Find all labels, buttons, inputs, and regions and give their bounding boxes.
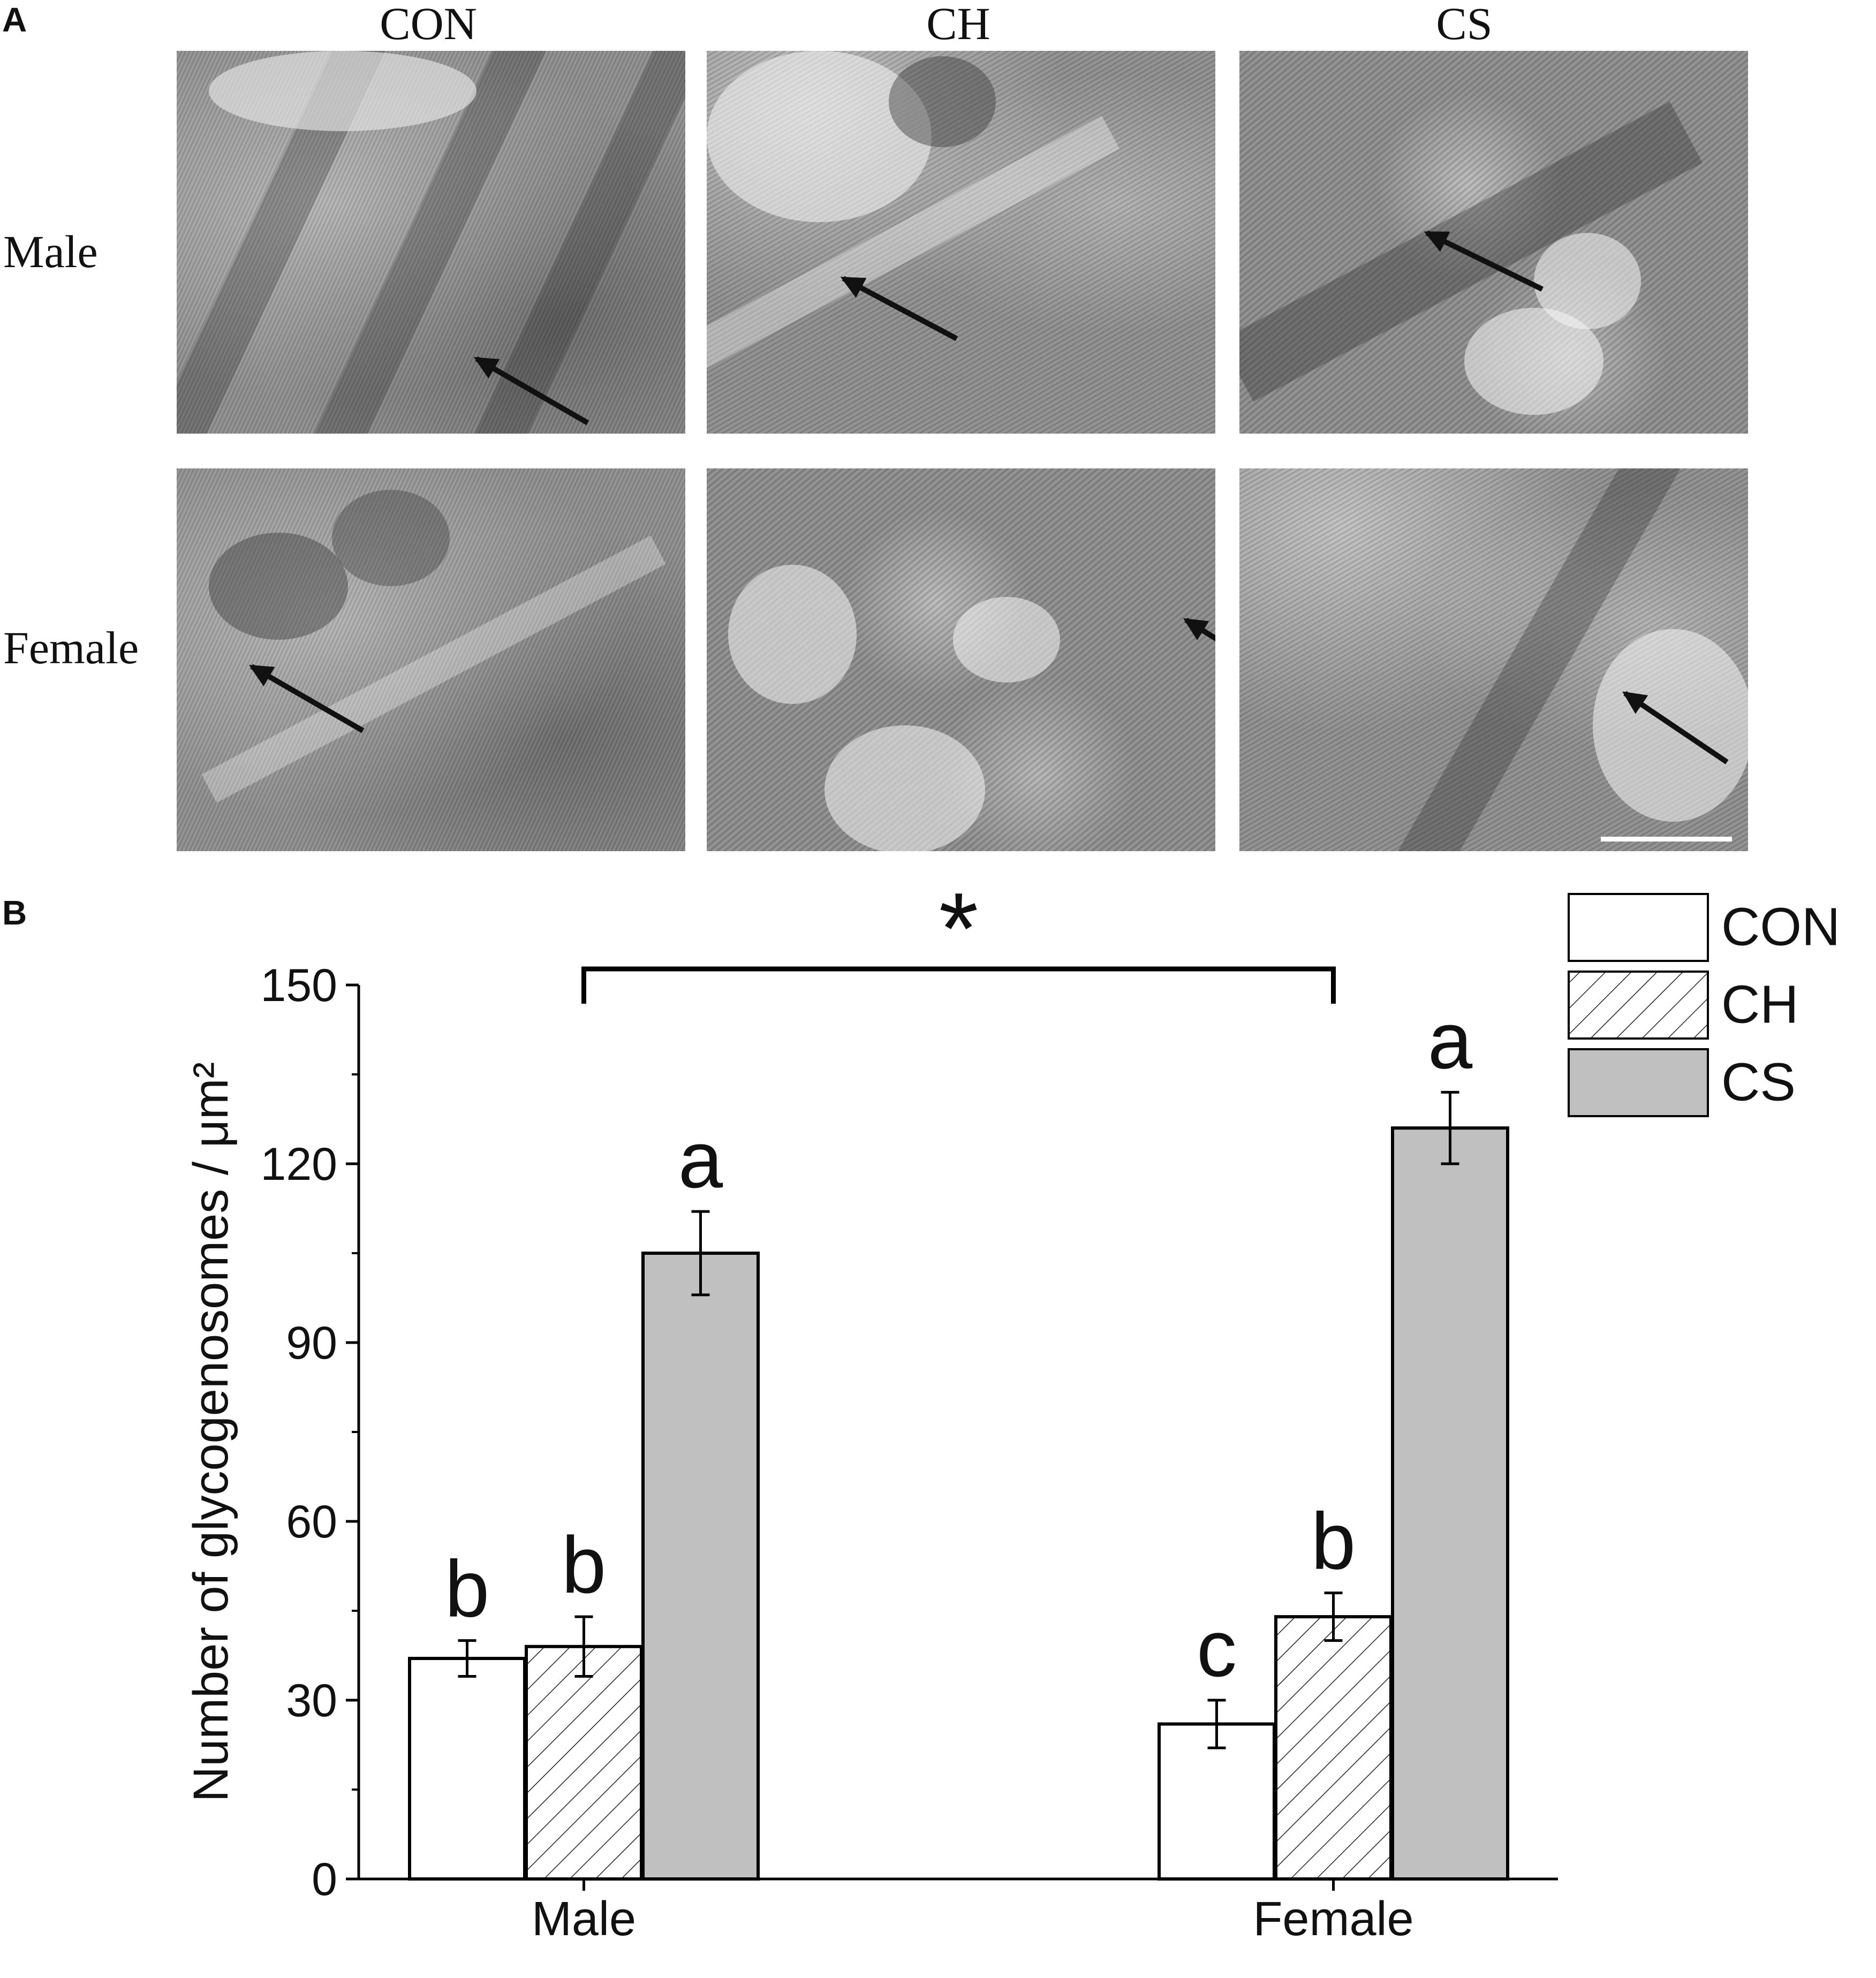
significance-letter: a bbox=[1428, 995, 1473, 1085]
significance-letter: c bbox=[1197, 1603, 1237, 1693]
x-tick-label: Male bbox=[532, 1892, 636, 1946]
legend-label-con: CON bbox=[1721, 897, 1840, 957]
y-tick-label: 60 bbox=[286, 1496, 337, 1548]
scale-bar bbox=[1601, 837, 1732, 842]
panel-a-letter: A bbox=[2, 1, 27, 39]
micrograph-male-cs bbox=[1239, 51, 1748, 434]
row-label-male: Male bbox=[3, 226, 98, 277]
arrow-icon bbox=[842, 276, 958, 342]
legend-swatch-cs bbox=[1568, 1048, 1709, 1117]
column-label-con: CON bbox=[380, 0, 477, 49]
significance-asterisk: * bbox=[939, 878, 979, 986]
bar-female-ch bbox=[1274, 1615, 1393, 1881]
bar-female-con bbox=[1158, 1722, 1276, 1881]
legend-swatch-ch bbox=[1568, 971, 1709, 1040]
x-tick-label: Female bbox=[1253, 1892, 1413, 1946]
y-tick-label: 150 bbox=[261, 960, 338, 1011]
significance-letter: a bbox=[678, 1115, 723, 1204]
legend-label-ch: CH bbox=[1721, 975, 1798, 1035]
arrow-icon bbox=[1184, 617, 1215, 662]
significance-bracket bbox=[581, 966, 1336, 1004]
bar-chart: 0 30 60 90 120 150 Number of glycogenosomes / … bbox=[184, 878, 1840, 1946]
y-tick-label: 90 bbox=[286, 1317, 337, 1369]
bar-male-cs bbox=[641, 1252, 760, 1881]
column-label-cs: CS bbox=[1436, 0, 1493, 49]
micrograph-female-cs bbox=[1239, 468, 1748, 851]
column-label-ch: CH bbox=[926, 0, 990, 49]
legend-swatch-con bbox=[1568, 893, 1709, 962]
row-label-female: Female bbox=[3, 622, 139, 673]
y-tick-label: 30 bbox=[286, 1675, 337, 1726]
significance-letter: b bbox=[562, 1520, 606, 1610]
legend-label-cs: CS bbox=[1721, 1052, 1796, 1112]
micrograph-male-con bbox=[177, 51, 685, 434]
micrograph-female-con bbox=[177, 468, 685, 851]
y-axis-label: Number of glycogenosomes / μm² bbox=[184, 1062, 238, 1802]
micrograph-female-ch bbox=[707, 468, 1215, 851]
significance-letter: b bbox=[445, 1544, 489, 1634]
y-tick-label: 0 bbox=[312, 1854, 337, 1905]
bar-male-con bbox=[408, 1657, 526, 1881]
panel-b-letter: B bbox=[2, 893, 27, 932]
y-tick-label: 120 bbox=[261, 1139, 338, 1190]
bar-male-ch bbox=[525, 1644, 643, 1881]
micrograph-male-ch bbox=[707, 51, 1215, 434]
bar-female-cs bbox=[1391, 1126, 1509, 1881]
significance-letter: b bbox=[1311, 1496, 1356, 1586]
